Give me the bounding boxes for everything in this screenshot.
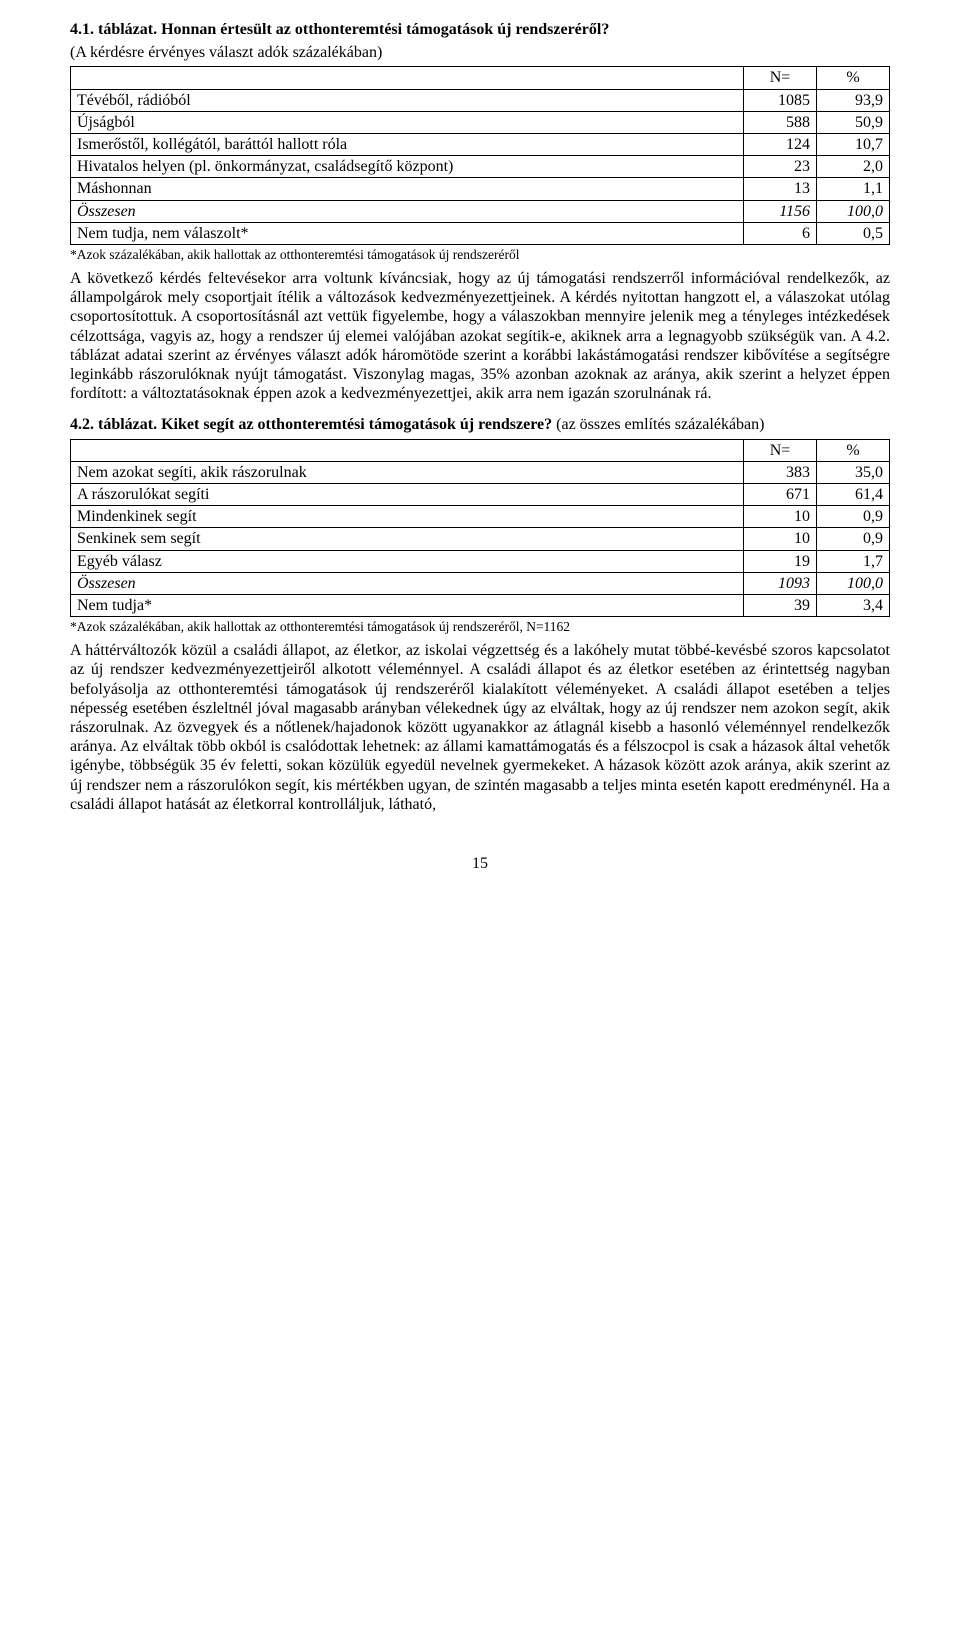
row-p: 0,9	[817, 528, 890, 550]
row-n: 588	[744, 111, 817, 133]
table2-header-n: N=	[744, 439, 817, 461]
row-n: 10	[744, 528, 817, 550]
row-p: 1,7	[817, 550, 890, 572]
table2-title: 4.2. táblázat. Kiket segít az otthontere…	[70, 415, 890, 434]
row-p: 93,9	[817, 89, 890, 111]
row-p: 2,0	[817, 156, 890, 178]
row-label: Nem azokat segíti, akik rászorulnak	[71, 461, 744, 483]
table1-header-empty	[71, 67, 744, 89]
table-row: Nem azokat segíti, akik rászorulnak38335…	[71, 461, 890, 483]
table-row: Nem tudja*393,4	[71, 594, 890, 616]
table-row: Nem tudja, nem válaszolt*60,5	[71, 222, 890, 244]
row-n: 13	[744, 178, 817, 200]
row-n: 39	[744, 594, 817, 616]
row-n: 1093	[744, 572, 817, 594]
table1-title: 4.1. táblázat. Honnan értesült az otthon…	[70, 20, 890, 39]
table1-footnote: *Azok százalékában, akik hallottak az ot…	[70, 247, 890, 263]
table2-header-row: N= %	[71, 439, 890, 461]
paragraph-2: A háttérváltozók közül a családi állapot…	[70, 641, 890, 814]
row-n: 23	[744, 156, 817, 178]
table-row: Máshonnan131,1	[71, 178, 890, 200]
row-p: 100,0	[817, 200, 890, 222]
table2-header-empty	[71, 439, 744, 461]
row-label: Ismerőstől, kollégától, baráttól hallott…	[71, 133, 744, 155]
table-row: Összesen1093100,0	[71, 572, 890, 594]
row-p: 35,0	[817, 461, 890, 483]
row-label: Mindenkinek segít	[71, 506, 744, 528]
table-row: Újságból58850,9	[71, 111, 890, 133]
table1-header-p: %	[817, 67, 890, 89]
page-number: 15	[70, 854, 890, 873]
table1-title-bold: 4.1. táblázat. Honnan értesült az otthon…	[70, 21, 609, 38]
row-label: Senkinek sem segít	[71, 528, 744, 550]
row-p: 1,1	[817, 178, 890, 200]
table-row: Tévéből, rádióból108593,9	[71, 89, 890, 111]
table-row: A rászorulókat segíti67161,4	[71, 483, 890, 505]
table1-header-n: N=	[744, 67, 817, 89]
row-p: 0,9	[817, 506, 890, 528]
row-n: 1085	[744, 89, 817, 111]
row-p: 61,4	[817, 483, 890, 505]
row-p: 0,5	[817, 222, 890, 244]
row-n: 383	[744, 461, 817, 483]
row-label: A rászorulókat segíti	[71, 483, 744, 505]
row-p: 3,4	[817, 594, 890, 616]
table-row: Ismerőstől, kollégától, baráttól hallott…	[71, 133, 890, 155]
row-p: 50,9	[817, 111, 890, 133]
table1-subtitle: (A kérdésre érvényes választ adók százal…	[70, 43, 890, 62]
row-label: Máshonnan	[71, 178, 744, 200]
table-row: Összesen1156100,0	[71, 200, 890, 222]
row-p: 10,7	[817, 133, 890, 155]
row-label: Összesen	[71, 572, 744, 594]
table-row: Mindenkinek segít100,9	[71, 506, 890, 528]
paragraph-1: A következő kérdés feltevésekor arra vol…	[70, 269, 890, 403]
row-label: Tévéből, rádióból	[71, 89, 744, 111]
row-n: 6	[744, 222, 817, 244]
row-p: 100,0	[817, 572, 890, 594]
row-n: 19	[744, 550, 817, 572]
row-label: Hivatalos helyen (pl. önkormányzat, csal…	[71, 156, 744, 178]
row-n: 10	[744, 506, 817, 528]
row-n: 124	[744, 133, 817, 155]
row-label: Újságból	[71, 111, 744, 133]
row-label: Nem tudja*	[71, 594, 744, 616]
table-row: Senkinek sem segít100,9	[71, 528, 890, 550]
table1: N= % Tévéből, rádióból108593,9Újságból58…	[70, 66, 890, 245]
table2-title-bold: 4.2. táblázat. Kiket segít az otthontere…	[70, 416, 552, 433]
table2: N= % Nem azokat segíti, akik rászorulnak…	[70, 439, 890, 618]
table-row: Hivatalos helyen (pl. önkormányzat, csal…	[71, 156, 890, 178]
row-label: Egyéb válasz	[71, 550, 744, 572]
table-row: Egyéb válasz191,7	[71, 550, 890, 572]
table2-title-tail: (az összes említés százalékában)	[552, 416, 764, 433]
row-n: 1156	[744, 200, 817, 222]
table1-header-row: N= %	[71, 67, 890, 89]
table2-footnote: *Azok százalékában, akik hallottak az ot…	[70, 619, 890, 635]
row-n: 671	[744, 483, 817, 505]
row-label: Nem tudja, nem válaszolt*	[71, 222, 744, 244]
table2-header-p: %	[817, 439, 890, 461]
row-label: Összesen	[71, 200, 744, 222]
